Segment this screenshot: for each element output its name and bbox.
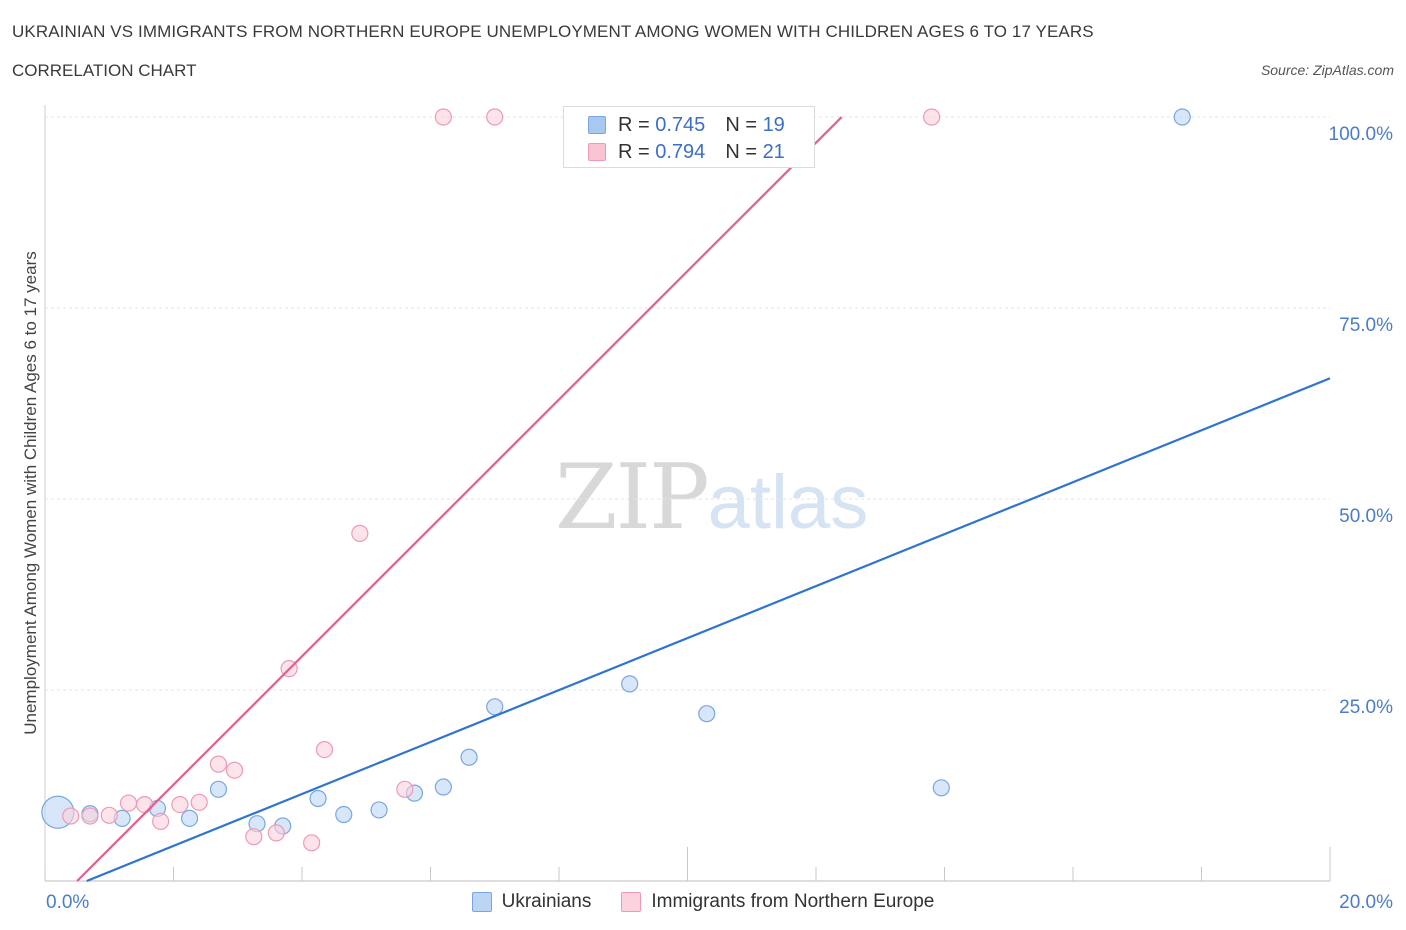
- point-ukrainians: [180, 809, 199, 827]
- series-legend-immigrants[interactable]: Immigrants from Northern Europe: [621, 891, 934, 913]
- y-tick-label: 75.0%: [1339, 315, 1393, 336]
- point-immigrants: [225, 761, 244, 779]
- series-legend-ukrainians[interactable]: Ukrainians: [471, 891, 592, 913]
- legend-r-value: 0.745: [655, 113, 706, 136]
- point-immigrants: [923, 108, 941, 126]
- point-ukrainians: [698, 705, 716, 723]
- point-immigrants: [434, 108, 452, 126]
- point-ukrainians: [434, 778, 452, 796]
- point-immigrants: [190, 793, 208, 811]
- point-immigrants: [267, 824, 285, 842]
- legend-r-value: 0.794: [655, 140, 706, 163]
- x-tick-label: 20.0%: [1339, 892, 1393, 913]
- point-immigrants: [303, 834, 321, 852]
- chart-subtitle: CORRELATION CHART: [12, 61, 197, 80]
- point-ukrainians: [932, 779, 950, 797]
- point-immigrants: [62, 807, 80, 825]
- series-label-ukrainians: Ukrainians: [501, 891, 592, 912]
- legend-row-immigrants: R = 0.794 N = 21: [588, 140, 785, 164]
- series-swatch-immigrants: [621, 892, 642, 912]
- y-tick-label: 50.0%: [1339, 506, 1393, 527]
- y-axis-label: Unemployment Among Women with Children A…: [21, 251, 40, 735]
- point-immigrants: [135, 795, 154, 814]
- point-ukrainians: [309, 789, 327, 808]
- trendline-immigrants: [76, 116, 843, 882]
- point-immigrants: [152, 812, 170, 831]
- chart-title: UKRAINIAN VS IMMIGRANTS FROM NORTHERN EU…: [12, 22, 1094, 41]
- legend-swatch-immigrants: [588, 143, 606, 161]
- legend-r-label: R =: [618, 140, 650, 163]
- point-immigrants: [119, 794, 138, 812]
- legend-n-label: N =: [725, 140, 757, 163]
- point-ukrainians: [621, 675, 639, 693]
- point-immigrants: [396, 780, 414, 798]
- point-ukrainians: [335, 805, 353, 824]
- legend-r-label: R =: [618, 113, 650, 136]
- series-label-immigrants: Immigrants from Northern Europe: [651, 891, 935, 912]
- point-immigrants: [351, 524, 369, 542]
- point-immigrants: [245, 828, 263, 846]
- point-immigrants: [486, 108, 504, 126]
- point-immigrants: [81, 807, 99, 825]
- point-immigrants: [209, 755, 228, 773]
- point-ukrainians: [370, 801, 388, 819]
- series-legend: Ukrainians Immigrants from Northern Euro…: [0, 890, 1406, 914]
- x-tick-label: 0.0%: [46, 892, 89, 913]
- point-ukrainians: [486, 698, 504, 716]
- legend-row-ukrainians: R = 0.745 N = 19: [588, 113, 785, 137]
- point-ukrainians: [1173, 108, 1191, 126]
- y-tick-label: 25.0%: [1339, 697, 1393, 718]
- legend-n-value: 21: [762, 140, 785, 163]
- point-immigrants: [100, 806, 118, 824]
- point-immigrants: [315, 740, 334, 759]
- point-immigrants: [171, 795, 189, 814]
- source-label: Source: ZipAtlas.com: [1260, 62, 1394, 78]
- legend-swatch-ukrainians: [588, 116, 606, 134]
- series-swatch-ukrainians: [471, 892, 492, 912]
- y-tick-label: 100.0%: [1329, 124, 1394, 145]
- legend-n-label: N =: [725, 113, 757, 136]
- trendline-ukrainians: [86, 377, 1331, 883]
- correlation-legend: R = 0.745 N = 19 R = 0.794 N = 21: [563, 106, 815, 168]
- point-ukrainians: [460, 748, 478, 766]
- point-ukrainians: [209, 780, 228, 798]
- legend-n-value: 19: [762, 113, 785, 136]
